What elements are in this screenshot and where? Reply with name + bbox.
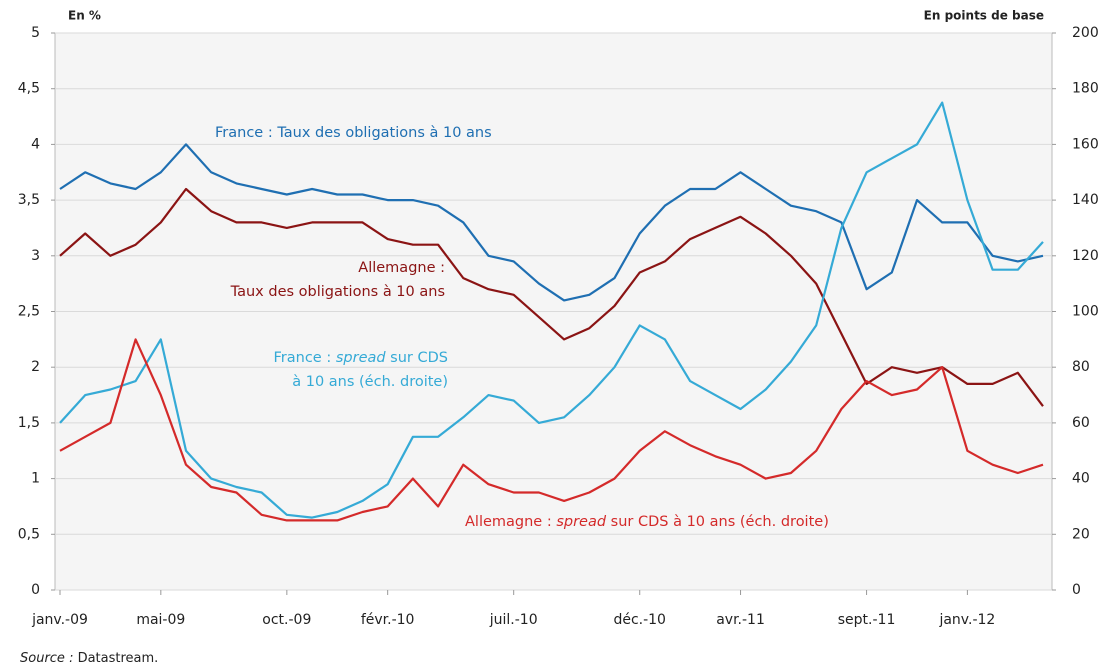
y2-tick-label: 100: [1072, 304, 1099, 320]
annotation-part: spread: [556, 514, 607, 530]
annotation-part: sur CDS: [386, 350, 448, 366]
annotation: France : Taux des obligations à 10 ans: [215, 125, 492, 141]
annotation: France : spread sur CDS: [274, 350, 448, 366]
y-tick-label: 3,5: [18, 192, 40, 208]
y2-tick-label: 180: [1072, 81, 1099, 97]
source-label: Source :: [20, 651, 73, 666]
annotation: Allemagne :: [358, 260, 445, 276]
source-text: Datastream.: [73, 651, 158, 666]
annotation: Allemagne : spread sur CDS à 10 ans (éch…: [465, 514, 829, 530]
y-tick-label: 4: [31, 136, 40, 152]
x-tick-label: juil.-10: [489, 612, 538, 628]
y-axis-label: En %: [68, 9, 101, 23]
annotation-part: France :: [274, 350, 336, 366]
y2-tick-label: 20: [1072, 526, 1090, 542]
x-tick-label: mai-09: [136, 612, 185, 628]
y-tick-label: 0: [31, 582, 40, 598]
y2-tick-label: 140: [1072, 192, 1099, 208]
y-tick-label: 5: [31, 25, 40, 41]
x-tick-label: févr.-10: [361, 612, 415, 628]
y-tick-label: 0,5: [18, 526, 40, 542]
y2-tick-label: 0: [1072, 582, 1081, 598]
y-tick-label: 1: [31, 471, 40, 487]
series-line: [59, 101, 1044, 519]
y2-tick-label: 160: [1072, 136, 1099, 152]
annotation-part: spread: [336, 350, 387, 366]
series-line: [59, 187, 1044, 407]
x-tick-label: sept.-11: [838, 612, 896, 628]
annotation-part: Allemagne :: [465, 514, 556, 530]
x-tick-label: janv.-12: [938, 612, 995, 628]
y-tick-label: 2,5: [18, 304, 40, 320]
y-tick-label: 2: [31, 359, 40, 375]
y2-tick-label: 80: [1072, 359, 1090, 375]
annotation-part: sur CDS à 10 ans (éch. droite): [606, 514, 829, 530]
y2-axis-label: En points de base: [924, 9, 1044, 23]
y-tick-label: 3: [31, 248, 40, 264]
annotation: à 10 ans (éch. droite): [292, 374, 448, 390]
x-tick-label: avr.-11: [716, 612, 765, 628]
y-tick-label: 1,5: [18, 415, 40, 431]
y2-tick-label: 200: [1072, 25, 1099, 41]
series-line: [59, 338, 1044, 522]
x-tick-label: janv.-09: [31, 612, 88, 628]
annotation: Taux des obligations à 10 ans: [230, 284, 445, 300]
y2-tick-label: 40: [1072, 471, 1090, 487]
x-tick-label: oct.-09: [262, 612, 311, 628]
x-tick-label: déc.-10: [613, 612, 666, 628]
y2-tick-label: 60: [1072, 415, 1090, 431]
y2-tick-label: 120: [1072, 248, 1099, 264]
series-line: [59, 143, 1044, 302]
source: Source : Datastream.: [20, 651, 158, 666]
y-tick-label: 4,5: [18, 81, 40, 97]
